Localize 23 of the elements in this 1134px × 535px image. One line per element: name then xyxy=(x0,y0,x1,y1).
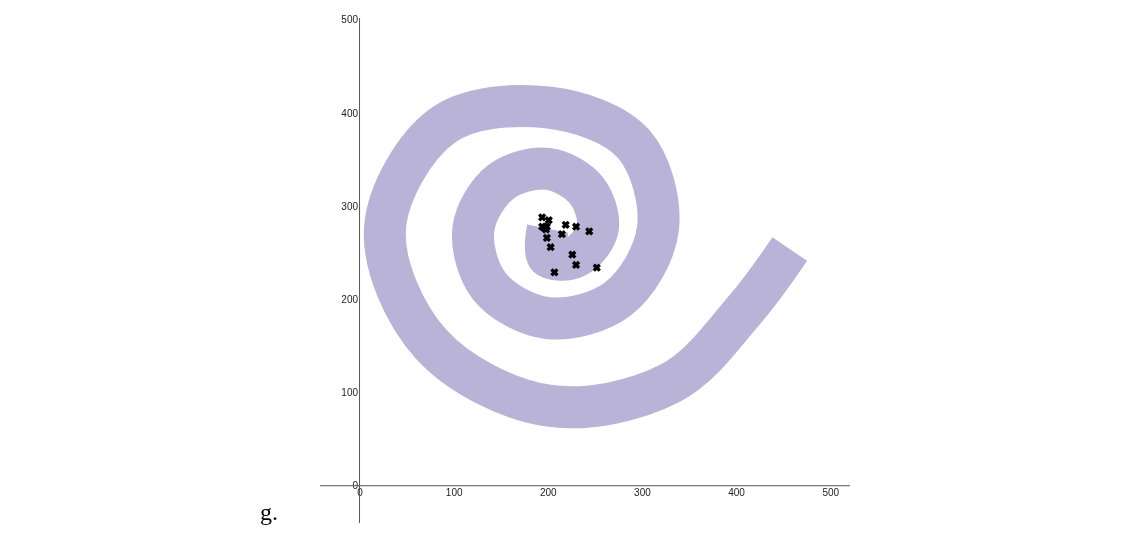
point xyxy=(557,230,567,239)
y-tick-label: 200 xyxy=(341,293,359,305)
point xyxy=(538,213,547,222)
point xyxy=(561,220,570,229)
x-tick-label: 500 xyxy=(822,487,840,499)
point xyxy=(568,250,577,259)
point xyxy=(546,243,555,252)
x-tick-label: 200 xyxy=(539,487,558,499)
point xyxy=(544,216,553,225)
point xyxy=(585,227,594,236)
y-tick-label: 500 xyxy=(341,14,359,26)
x-tick-label: 100 xyxy=(445,487,463,499)
point xyxy=(571,260,581,270)
point xyxy=(542,233,552,243)
point xyxy=(571,222,581,231)
x-tick-label: 400 xyxy=(728,487,746,499)
text: g. xyxy=(260,499,278,525)
x-tick-label: 300 xyxy=(634,487,652,499)
y-tick-label: 100 xyxy=(341,387,359,399)
y-tick-label: 300 xyxy=(341,200,359,212)
point xyxy=(550,268,559,277)
point xyxy=(592,263,601,272)
y-tick-label: 400 xyxy=(341,107,359,119)
